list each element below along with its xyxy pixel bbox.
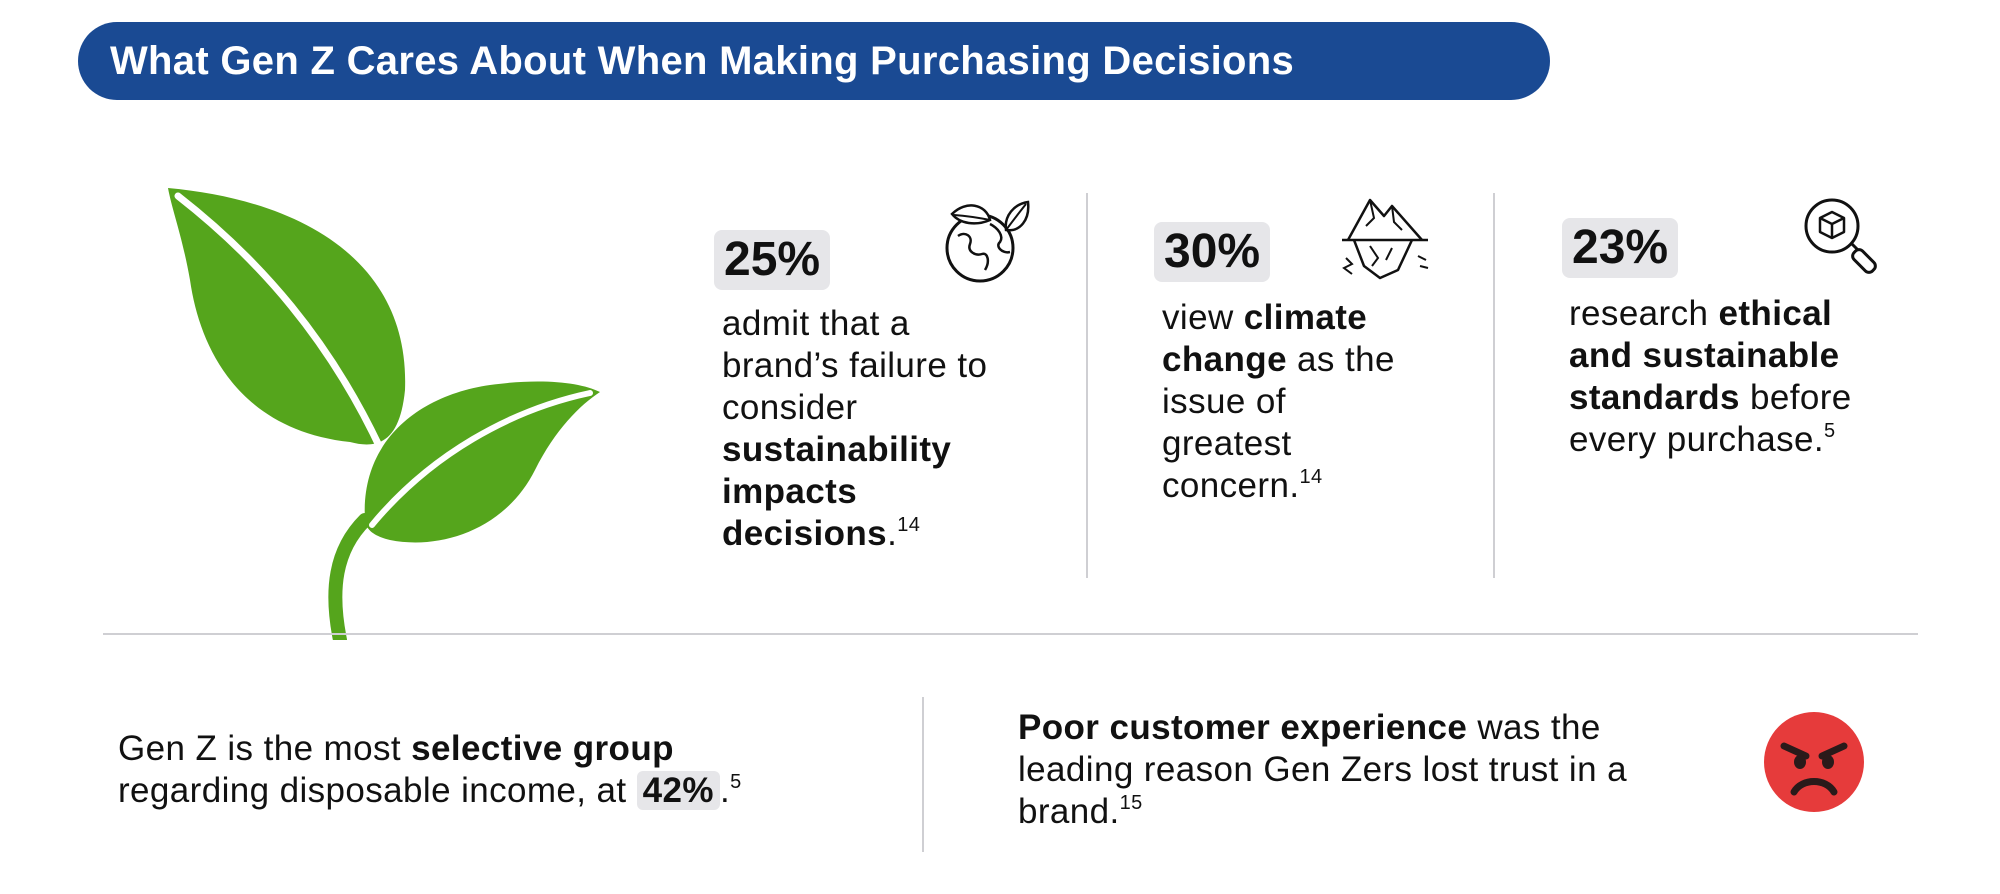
customer-experience-statement: Poor customer experience was the leading… — [1018, 708, 1627, 831]
footnote: 5 — [1824, 420, 1836, 442]
page-title-banner: What Gen Z Cares About When Making Purch… — [78, 22, 1550, 100]
stat-description: view climate change as the issue of grea… — [1162, 298, 1395, 505]
stat-description: admit that a brand’s failure to consider… — [722, 304, 988, 553]
angry-face-icon — [1764, 712, 1864, 812]
selective-group-statement: Gen Z is the most selective group regard… — [118, 729, 742, 810]
magnifier-box-icon — [1804, 198, 1877, 274]
stat-value: 30% — [1154, 222, 1271, 282]
melting-iceberg-icon — [1342, 198, 1429, 280]
footnote: 14 — [897, 514, 921, 536]
horizontal-divider — [103, 633, 1918, 635]
footnote: 15 — [1119, 792, 1143, 814]
earth-leaves-icon — [945, 200, 1030, 283]
divider — [1493, 193, 1495, 578]
footnote: 14 — [1299, 466, 1323, 488]
stat-value: 23% — [1562, 218, 1679, 278]
stat-description: research ethical and sustainable standar… — [1569, 294, 1852, 459]
page-title: What Gen Z Cares About When Making Purch… — [110, 38, 1295, 83]
divider — [922, 697, 924, 852]
footnote: 5 — [730, 771, 742, 793]
leaf-sprout-icon — [168, 188, 600, 640]
divider — [1086, 193, 1088, 578]
income-percent-badge: 42% — [636, 771, 720, 810]
stat-value: 25% — [714, 230, 831, 290]
